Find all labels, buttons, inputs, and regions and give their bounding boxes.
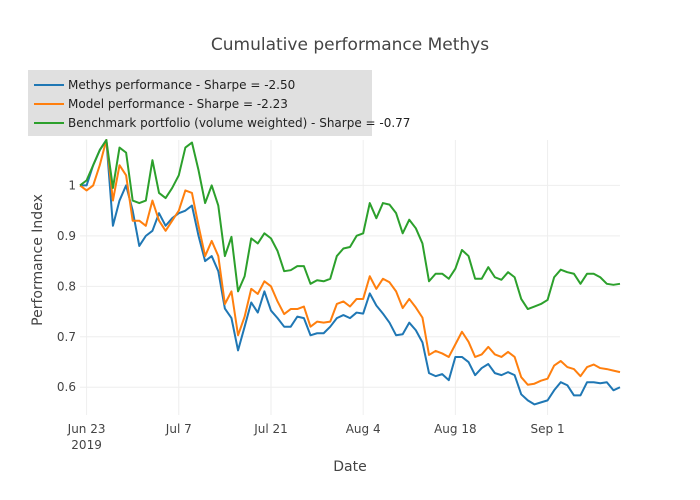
line-layer bbox=[79, 139, 621, 406]
y-tick-label: 0.8 bbox=[57, 279, 76, 293]
legend-label: Benchmark portfolio (volume weighted) - … bbox=[68, 116, 410, 130]
y-tick-label: 0.7 bbox=[57, 330, 76, 344]
legend-label: Model performance - Sharpe = -2.23 bbox=[68, 97, 288, 111]
x-tick-label: Aug 4 bbox=[346, 422, 381, 436]
x-tick-label-line: Jun 23 bbox=[67, 422, 106, 436]
chart-title: Cumulative performance Methys bbox=[211, 35, 489, 55]
y-tick-label: 0.6 bbox=[57, 380, 76, 394]
x-tick-label: Jul 7 bbox=[165, 422, 192, 436]
series-line bbox=[80, 139, 621, 406]
x-tick-label: Sep 1 bbox=[531, 422, 565, 436]
y-tick-label: 0.9 bbox=[57, 229, 76, 243]
series-line bbox=[79, 139, 621, 386]
x-tick-label: Jun 23 2019 bbox=[67, 422, 106, 452]
x-tick-label: Aug 18 bbox=[434, 422, 477, 436]
x-tick-label-line: 2019 bbox=[71, 438, 102, 452]
x-tick-label: Jul 21 bbox=[253, 422, 288, 436]
series-line bbox=[79, 139, 621, 311]
label-layer: 0.6 0.7 0.8 0.9 1 Jun 23 2019 Jul 7 Jul 21 Aug 4 A… bbox=[57, 178, 565, 452]
y-tick-label: 1 bbox=[68, 178, 76, 192]
y-axis-title: Performance Index bbox=[30, 194, 46, 326]
grid-layer bbox=[80, 140, 620, 415]
legend-background bbox=[28, 70, 372, 136]
x-axis-title: Date bbox=[333, 459, 366, 475]
legend-label: Methys performance - Sharpe = -2.50 bbox=[68, 78, 295, 92]
legend: Methys performance - Sharpe = -2.50 Model… bbox=[28, 70, 410, 136]
